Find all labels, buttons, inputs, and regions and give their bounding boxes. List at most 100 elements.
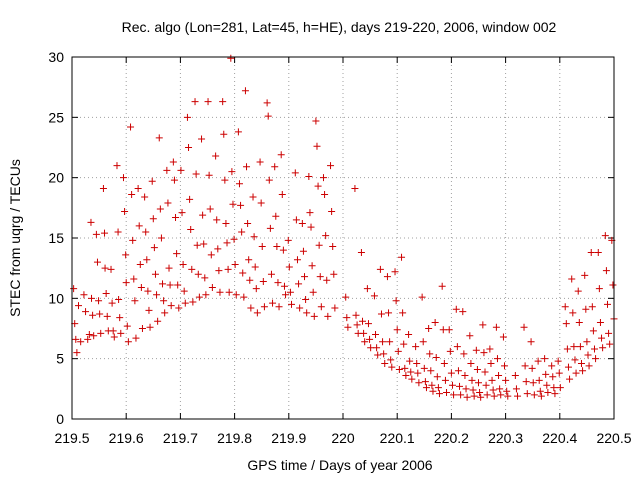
data-point (592, 355, 600, 363)
data-point (571, 356, 579, 364)
data-point (292, 216, 300, 224)
data-point (575, 318, 583, 326)
data-point (121, 207, 129, 215)
data-point (178, 209, 186, 217)
data-point (124, 338, 132, 346)
data-point (136, 261, 144, 269)
data-point (530, 391, 538, 399)
data-point (128, 191, 136, 199)
data-point (544, 388, 552, 396)
data-point (116, 314, 124, 322)
data-point (265, 176, 273, 184)
data-point (107, 265, 115, 273)
data-point (501, 362, 509, 370)
data-point (151, 270, 159, 278)
data-point (177, 166, 185, 174)
data-point (563, 345, 571, 353)
data-point (446, 347, 454, 355)
data-point (96, 310, 104, 318)
data-point (130, 275, 138, 283)
data-point (214, 245, 222, 253)
data-point (191, 98, 199, 106)
data-point (266, 224, 274, 232)
data-point (87, 218, 95, 226)
y-tick-label: 30 (48, 49, 64, 65)
data-point (303, 309, 311, 317)
data-point (550, 384, 558, 392)
data-point (581, 271, 589, 279)
data-point (157, 234, 165, 242)
data-point (426, 350, 434, 358)
data-point (101, 264, 109, 272)
data-point (149, 215, 157, 223)
data-point (364, 320, 372, 328)
data-point (351, 185, 359, 193)
data-point (89, 311, 97, 319)
data-point (117, 329, 125, 337)
y-tick-label: 25 (48, 109, 64, 125)
data-point (385, 309, 393, 317)
data-point (93, 258, 101, 266)
data-point (213, 216, 221, 224)
data-point (342, 293, 350, 301)
data-point (535, 376, 543, 384)
data-point (599, 344, 607, 352)
data-point (328, 207, 336, 215)
data-point (275, 303, 283, 311)
data-point (470, 392, 478, 400)
data-point (488, 376, 496, 384)
data-point (415, 379, 423, 387)
data-point (101, 229, 109, 237)
data-point (142, 228, 150, 236)
data-point (388, 363, 396, 371)
data-point (391, 268, 399, 276)
data-point (321, 191, 329, 199)
data-point (425, 325, 433, 332)
data-point (443, 388, 451, 396)
data-point (282, 291, 290, 299)
data-point (73, 349, 81, 357)
data-point (499, 333, 507, 341)
data-point (286, 288, 294, 296)
data-point (201, 274, 209, 282)
data-point (194, 270, 202, 278)
data-point (606, 340, 614, 348)
data-point (204, 98, 212, 106)
data-point (469, 386, 477, 394)
data-point (109, 327, 117, 335)
data-point (293, 256, 301, 264)
data-point (556, 384, 564, 392)
data-point (422, 384, 430, 392)
data-point (314, 182, 322, 190)
data-point (200, 240, 208, 248)
data-point (167, 302, 175, 310)
data-point (298, 220, 306, 228)
data-point (219, 98, 227, 106)
data-point (145, 306, 153, 314)
data-point (596, 318, 604, 326)
data-point (277, 151, 285, 159)
data-point (472, 346, 480, 354)
data-point (195, 293, 203, 301)
data-point (381, 359, 389, 367)
data-point (181, 299, 189, 307)
data-point (353, 321, 361, 329)
data-point (462, 385, 470, 393)
data-point (379, 338, 387, 346)
data-point (331, 304, 339, 312)
data-point (119, 174, 127, 182)
x-tick-label: 219.8 (217, 430, 252, 446)
data-point (421, 378, 429, 386)
data-point (582, 305, 590, 313)
data-point (99, 185, 107, 193)
data-point (309, 288, 317, 296)
x-tick-label: 220.1 (380, 430, 415, 446)
data-point (520, 323, 528, 331)
data-point (103, 312, 111, 320)
data-point (374, 351, 382, 359)
data-point (452, 305, 460, 313)
data-point (468, 376, 476, 384)
data-point (366, 335, 374, 343)
data-point (313, 142, 321, 150)
